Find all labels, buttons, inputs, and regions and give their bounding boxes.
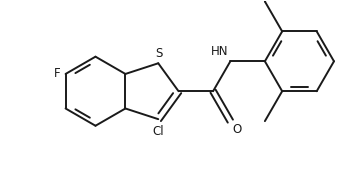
Text: HN: HN: [211, 45, 228, 58]
Text: F: F: [54, 68, 61, 80]
Text: O: O: [233, 123, 242, 136]
Text: S: S: [155, 47, 163, 60]
Text: Cl: Cl: [153, 125, 164, 138]
